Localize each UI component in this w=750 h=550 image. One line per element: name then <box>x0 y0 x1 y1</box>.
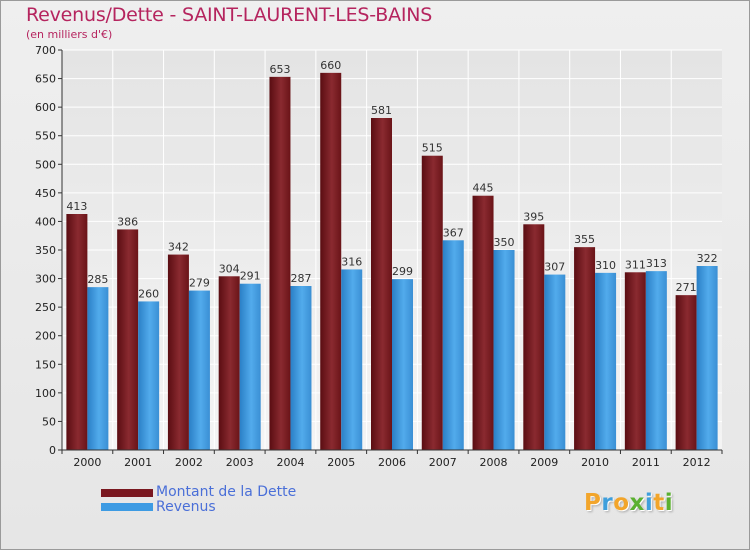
logo-letter: o <box>613 490 630 516</box>
bar-revenue <box>239 283 261 450</box>
bar-revenue <box>645 271 667 450</box>
logo-letter: x <box>629 490 645 516</box>
data-label-debt: 386 <box>117 215 138 228</box>
legend-label-debt: Montant de la Dette <box>156 484 297 500</box>
bar-debt <box>472 195 494 450</box>
data-label-revenue: 279 <box>189 277 210 290</box>
x-tick-label: 2000 <box>73 456 101 469</box>
data-label-revenue: 287 <box>290 272 311 285</box>
bar-revenue <box>341 269 363 450</box>
bar-revenue <box>493 250 515 450</box>
proxiti-logo: Proxiti <box>584 490 673 516</box>
y-tick-label: 600 <box>35 101 56 114</box>
data-label-revenue: 260 <box>138 287 159 300</box>
data-label-revenue: 367 <box>443 226 464 239</box>
bar-debt <box>269 76 291 450</box>
legend-swatch-debt <box>101 489 153 497</box>
x-tick-label: 2005 <box>327 456 355 469</box>
data-label-revenue: 310 <box>595 259 616 272</box>
bar-revenue <box>595 272 617 450</box>
data-label-revenue: 299 <box>392 265 413 278</box>
y-tick-label: 150 <box>35 358 56 371</box>
bar-revenue <box>442 240 464 450</box>
data-label-revenue: 307 <box>544 261 565 274</box>
bar-revenue <box>290 286 312 450</box>
y-tick-label: 650 <box>35 73 56 86</box>
data-label-revenue: 285 <box>87 273 108 286</box>
data-label-debt: 311 <box>625 258 646 271</box>
y-tick-label: 450 <box>35 187 56 200</box>
bar-debt <box>117 229 139 450</box>
x-tick-label: 2006 <box>378 456 406 469</box>
y-tick-label: 0 <box>49 444 56 457</box>
data-label-debt: 653 <box>269 63 290 76</box>
y-tick-label: 100 <box>35 387 56 400</box>
data-label-revenue: 313 <box>646 257 667 270</box>
y-tick-label: 200 <box>35 330 56 343</box>
data-label-revenue: 291 <box>240 270 261 283</box>
y-tick-label: 700 <box>35 44 56 57</box>
y-tick-label: 400 <box>35 215 56 228</box>
y-tick-label: 300 <box>35 273 56 286</box>
logo-letter: i <box>644 490 654 516</box>
x-tick-label: 2012 <box>683 456 711 469</box>
x-tick-label: 2002 <box>175 456 203 469</box>
bar-revenue <box>392 279 413 450</box>
x-tick-label: 2003 <box>226 456 254 469</box>
x-tick-label: 2008 <box>480 456 508 469</box>
x-tick-label: 2010 <box>581 456 609 469</box>
x-tick-label: 2001 <box>124 456 152 469</box>
data-label-debt: 515 <box>422 142 443 155</box>
data-label-debt: 395 <box>523 210 544 223</box>
logo-letter: i <box>664 490 674 516</box>
logo-letter: r <box>601 490 614 516</box>
bar-debt <box>371 118 392 450</box>
logo-letter: t <box>653 490 665 516</box>
chart-title: Revenus/Dette - SAINT-LAURENT-LES-BAINS <box>26 4 433 26</box>
data-label-debt: 304 <box>219 262 240 275</box>
data-label-debt: 581 <box>371 104 392 117</box>
bar-revenue <box>544 274 566 450</box>
bar-revenue <box>138 301 160 450</box>
x-tick-label: 2011 <box>632 456 660 469</box>
bar-revenue <box>188 290 210 450</box>
data-label-debt: 342 <box>168 241 189 254</box>
x-tick-label: 2009 <box>530 456 558 469</box>
bar-debt <box>675 295 697 450</box>
bar-debt <box>218 276 240 450</box>
y-tick-label: 250 <box>35 301 56 314</box>
logo-letter: P <box>584 490 602 516</box>
data-label-debt: 355 <box>574 233 595 246</box>
bar-revenue <box>87 287 109 450</box>
data-label-revenue: 316 <box>341 255 362 268</box>
bar-debt <box>320 72 342 450</box>
y-tick-label: 500 <box>35 158 56 171</box>
bar-debt <box>574 247 596 450</box>
y-tick-label: 550 <box>35 130 56 143</box>
x-tick-label: 2004 <box>276 456 304 469</box>
y-tick-label: 50 <box>42 415 56 428</box>
data-label-debt: 660 <box>320 59 341 72</box>
bar-debt <box>167 254 189 450</box>
data-label-debt: 445 <box>473 182 494 195</box>
data-label-debt: 271 <box>676 281 697 294</box>
data-label-debt: 413 <box>66 200 87 213</box>
chart-subtitle: (en milliers d'€) <box>26 28 113 41</box>
bar-revenue <box>696 266 718 450</box>
bar-debt <box>66 214 88 450</box>
y-tick-label: 350 <box>35 244 56 257</box>
data-label-revenue: 322 <box>697 252 718 265</box>
x-tick-label: 2007 <box>429 456 457 469</box>
data-label-revenue: 350 <box>494 236 515 249</box>
legend-label-revenue: Revenus <box>156 499 216 515</box>
bar-debt <box>624 272 646 450</box>
bar-debt <box>523 224 545 450</box>
legend-swatch-revenue <box>101 503 153 511</box>
bar-debt <box>421 155 443 450</box>
